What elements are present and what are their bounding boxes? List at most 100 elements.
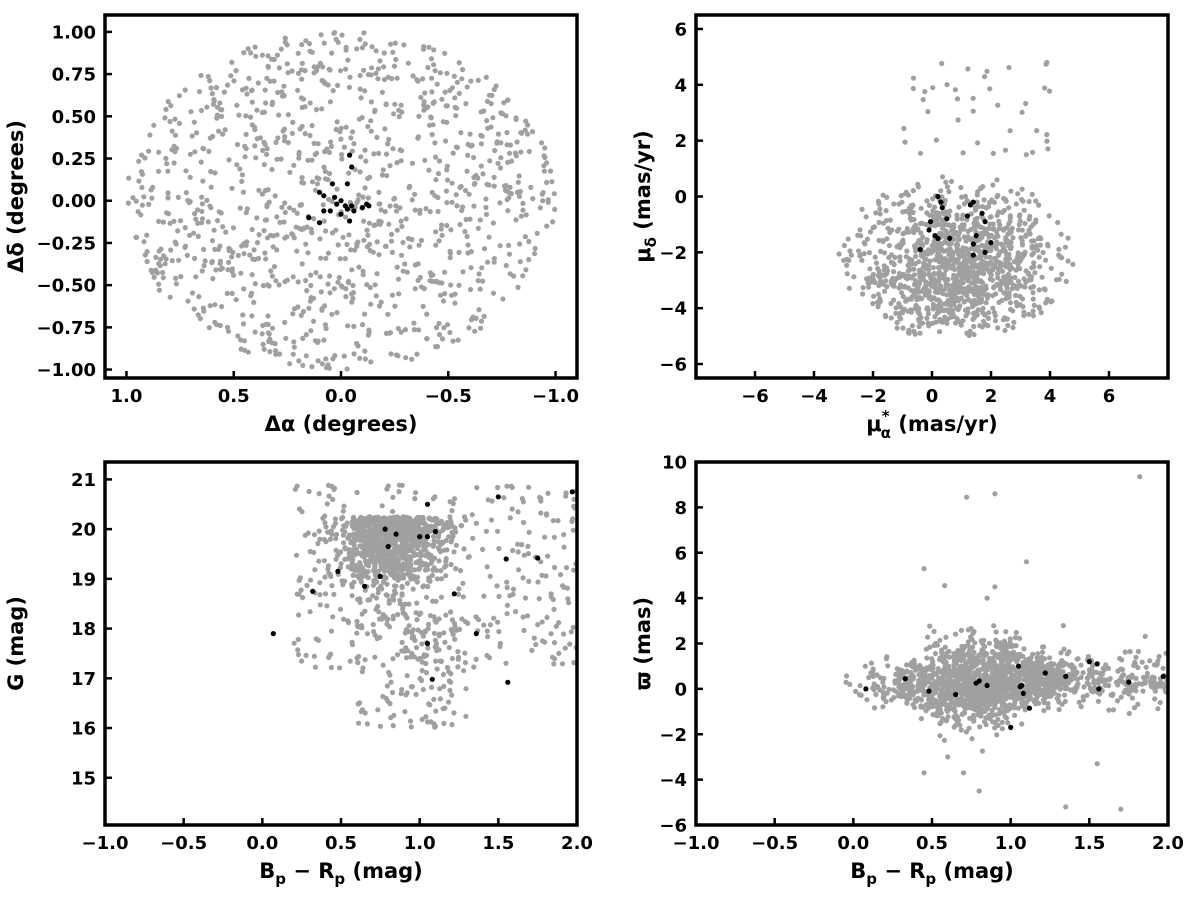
field-star-point	[335, 39, 341, 45]
field-star-point	[1003, 277, 1010, 283]
field-star-point	[325, 281, 331, 287]
field-star-point	[329, 311, 335, 317]
field-star-point	[977, 253, 983, 259]
field-star-point	[414, 351, 420, 357]
member-star-point	[393, 531, 399, 537]
field-star-point	[377, 201, 383, 207]
field-star-point	[365, 515, 372, 521]
field-star-point	[925, 311, 932, 317]
field-star-point	[338, 283, 344, 289]
field-star-point	[433, 598, 439, 604]
field-star-point	[171, 160, 177, 166]
field-star-point	[848, 252, 855, 258]
field-star-point	[236, 112, 242, 118]
field-star-point	[465, 242, 471, 248]
field-star-point	[252, 44, 258, 50]
field-star-point	[937, 274, 943, 280]
field-star-point	[415, 656, 421, 662]
field-star-point	[951, 289, 957, 296]
field-star-point	[136, 178, 142, 184]
field-star-point	[983, 300, 989, 306]
member-star-point	[335, 568, 341, 575]
field-star-point	[903, 695, 909, 701]
field-star-point	[448, 609, 454, 615]
field-star-point	[515, 549, 521, 555]
field-star-point	[151, 274, 157, 280]
field-star-point	[359, 528, 365, 534]
field-star-point	[273, 278, 279, 284]
field-star-point	[1004, 285, 1010, 291]
field-star-point	[389, 689, 396, 696]
field-star-point	[209, 238, 216, 244]
field-star-point	[498, 140, 504, 146]
field-star-point	[883, 208, 889, 214]
field-star-point	[239, 178, 245, 184]
field-star-point	[403, 645, 409, 651]
field-star-point	[271, 264, 277, 270]
field-star-point	[183, 190, 189, 196]
field-star-point	[1009, 265, 1015, 271]
field-star-point	[219, 303, 225, 310]
field-star-point	[521, 552, 527, 558]
field-star-point	[418, 237, 425, 243]
field-star-point	[1015, 678, 1021, 684]
field-star-point	[844, 262, 850, 268]
field-star-point	[299, 179, 305, 185]
field-star-point	[402, 601, 408, 607]
field-star-point	[391, 63, 398, 69]
field-star-point	[515, 179, 521, 185]
field-star-point	[971, 310, 977, 316]
field-star-point	[418, 610, 424, 616]
field-star-point	[343, 66, 349, 72]
field-star-point	[421, 286, 427, 292]
field-star-point	[841, 242, 848, 249]
field-star-point	[434, 645, 440, 651]
panel-sky-positions: 1.0 0.5 0.0 −0.5 −1.0−1.00−0.75−0.50−0.250.0…	[4, 13, 579, 436]
field-star-point	[425, 64, 431, 71]
field-star-point	[322, 303, 328, 309]
field-star-point	[902, 191, 909, 197]
field-star-point	[382, 243, 389, 249]
field-star-point	[916, 259, 922, 265]
field-star-point	[504, 483, 510, 489]
field-star-point	[234, 102, 240, 108]
field-star-point	[125, 200, 131, 206]
field-star-point	[567, 641, 573, 647]
field-star-point	[465, 141, 471, 147]
field-star-point	[908, 217, 914, 223]
field-star-point	[333, 227, 339, 233]
field-star-point	[1019, 721, 1025, 727]
y-axis-label: Δδ (degrees)	[4, 120, 28, 273]
member-star-point	[935, 193, 941, 200]
field-star-point	[490, 290, 497, 296]
field-star-point	[229, 185, 235, 191]
field-star-point	[240, 321, 247, 327]
field-star-point	[327, 99, 333, 105]
field-star-point	[544, 614, 550, 621]
field-star-point	[371, 629, 377, 635]
field-star-point	[1007, 128, 1013, 134]
member-star-point	[385, 543, 391, 550]
field-star-point	[979, 242, 985, 248]
field-star-point	[556, 620, 562, 626]
y-tick-label: 16	[71, 719, 96, 740]
field-star-point	[275, 135, 281, 141]
field-star-point	[191, 306, 197, 312]
field-star-point	[251, 299, 257, 305]
field-star-point	[396, 489, 402, 495]
field-star-point	[431, 47, 437, 53]
field-star-point	[877, 296, 883, 302]
field-star-point	[287, 169, 293, 175]
field-star-point	[972, 264, 978, 270]
field-star-point	[1014, 695, 1020, 701]
field-star-point	[530, 196, 536, 202]
field-star-point	[459, 523, 465, 529]
field-star-point	[960, 245, 966, 251]
field-star-point	[440, 671, 447, 678]
field-star-point	[335, 242, 341, 248]
field-star-point	[372, 109, 378, 115]
field-star-point	[438, 576, 445, 582]
field-star-point	[142, 155, 148, 161]
field-star-point	[887, 229, 893, 236]
field-star-point	[886, 686, 892, 693]
